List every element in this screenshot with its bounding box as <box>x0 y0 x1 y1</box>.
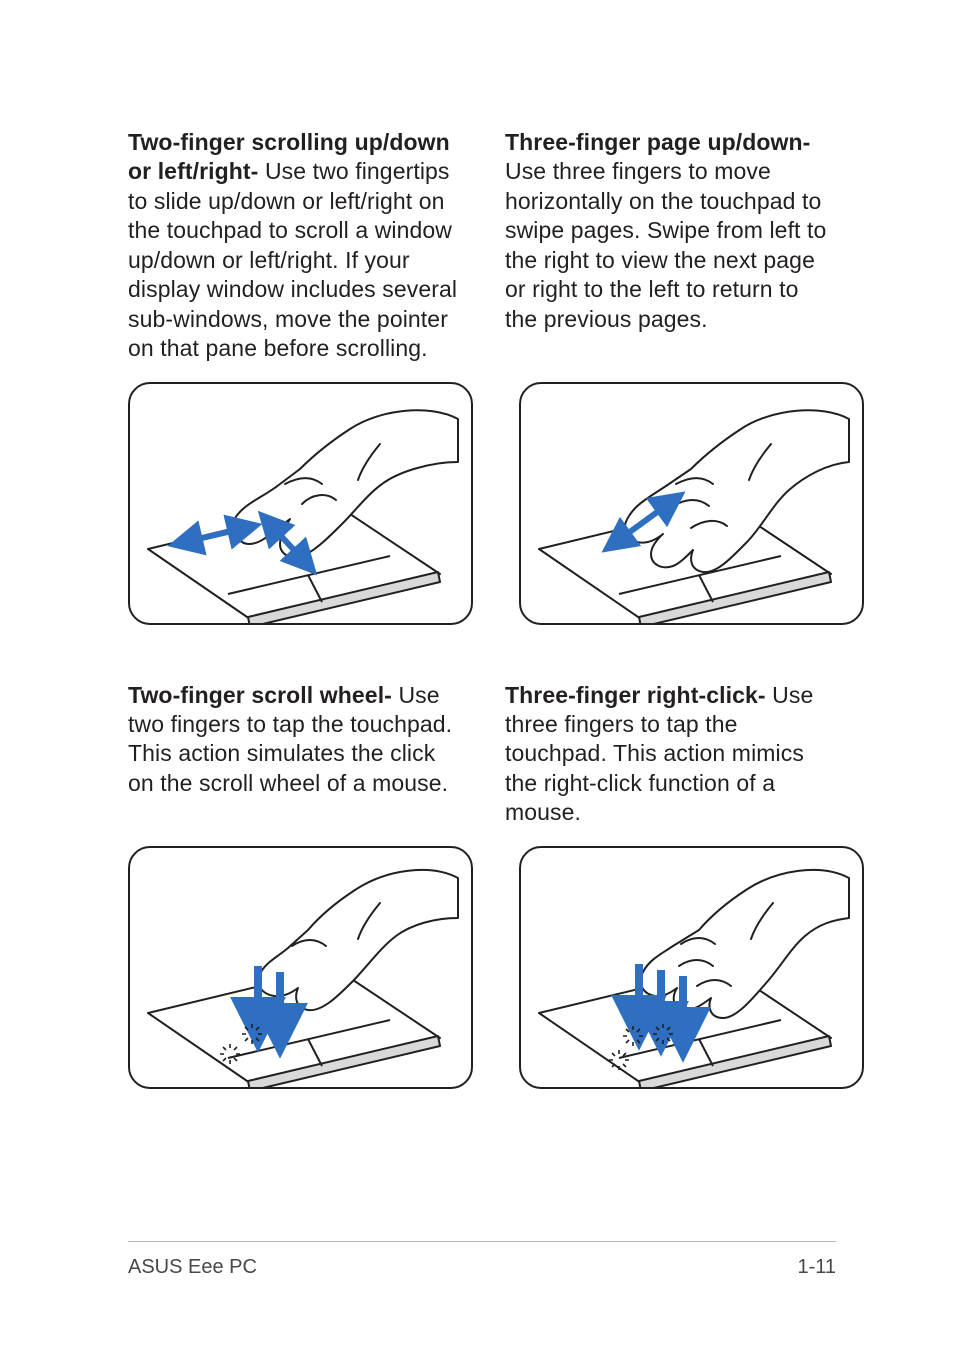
illustration-two-finger-wheel-icon <box>130 848 473 1089</box>
row1-figs <box>128 382 836 625</box>
row2-figs <box>128 846 836 1089</box>
fig-two-finger-scroll <box>128 382 473 625</box>
illustration-three-finger-page-icon <box>521 384 864 625</box>
illustration-two-finger-scroll-icon <box>130 384 473 625</box>
page-footer: ASUS Eee PC 1-11 <box>128 1241 836 1279</box>
manual-page: Two-finger scrolling up/down or left/rig… <box>0 0 954 1357</box>
title-three-finger-rclick: Three-finger right-click- <box>505 682 772 708</box>
para-three-finger-rclick: Three-finger right-click- Use three fing… <box>505 681 836 828</box>
fig-three-finger-page <box>519 382 864 625</box>
col-top-left: Two-finger scrolling up/down or left/rig… <box>128 128 459 364</box>
col-bottom-right: Three-finger right-click- Use three fing… <box>505 681 836 828</box>
figcol-bottom-right <box>519 846 864 1089</box>
title-three-finger-page: Three-finger page up/down- <box>505 129 810 155</box>
row2-text: Two-finger scroll wheel- Use two fingers… <box>128 681 836 828</box>
footer-left: ASUS Eee PC <box>128 1256 257 1279</box>
illustration-three-finger-rclick-icon <box>521 848 864 1089</box>
footer-page-number: 1-11 <box>797 1256 836 1279</box>
fig-three-finger-rclick <box>519 846 864 1089</box>
para-two-finger-scroll: Two-finger scrolling up/down or left/rig… <box>128 128 459 364</box>
fig-two-finger-wheel <box>128 846 473 1089</box>
para-three-finger-page: Three-finger page up/down- Use three fin… <box>505 128 836 334</box>
row1-text: Two-finger scrolling up/down or left/rig… <box>128 128 836 364</box>
figcol-top-left <box>128 382 473 625</box>
title-two-finger-wheel: Two-finger scroll wheel- <box>128 682 398 708</box>
para-two-finger-wheel: Two-finger scroll wheel- Use two fingers… <box>128 681 459 799</box>
body-two-finger-scroll: Use two fingertips to slide up/down or l… <box>128 158 457 361</box>
figcol-top-right <box>519 382 864 625</box>
figcol-bottom-left <box>128 846 473 1089</box>
body-three-finger-page: Use three fingers to move horizontally o… <box>505 158 826 331</box>
col-bottom-left: Two-finger scroll wheel- Use two fingers… <box>128 681 459 828</box>
col-top-right: Three-finger page up/down- Use three fin… <box>505 128 836 364</box>
